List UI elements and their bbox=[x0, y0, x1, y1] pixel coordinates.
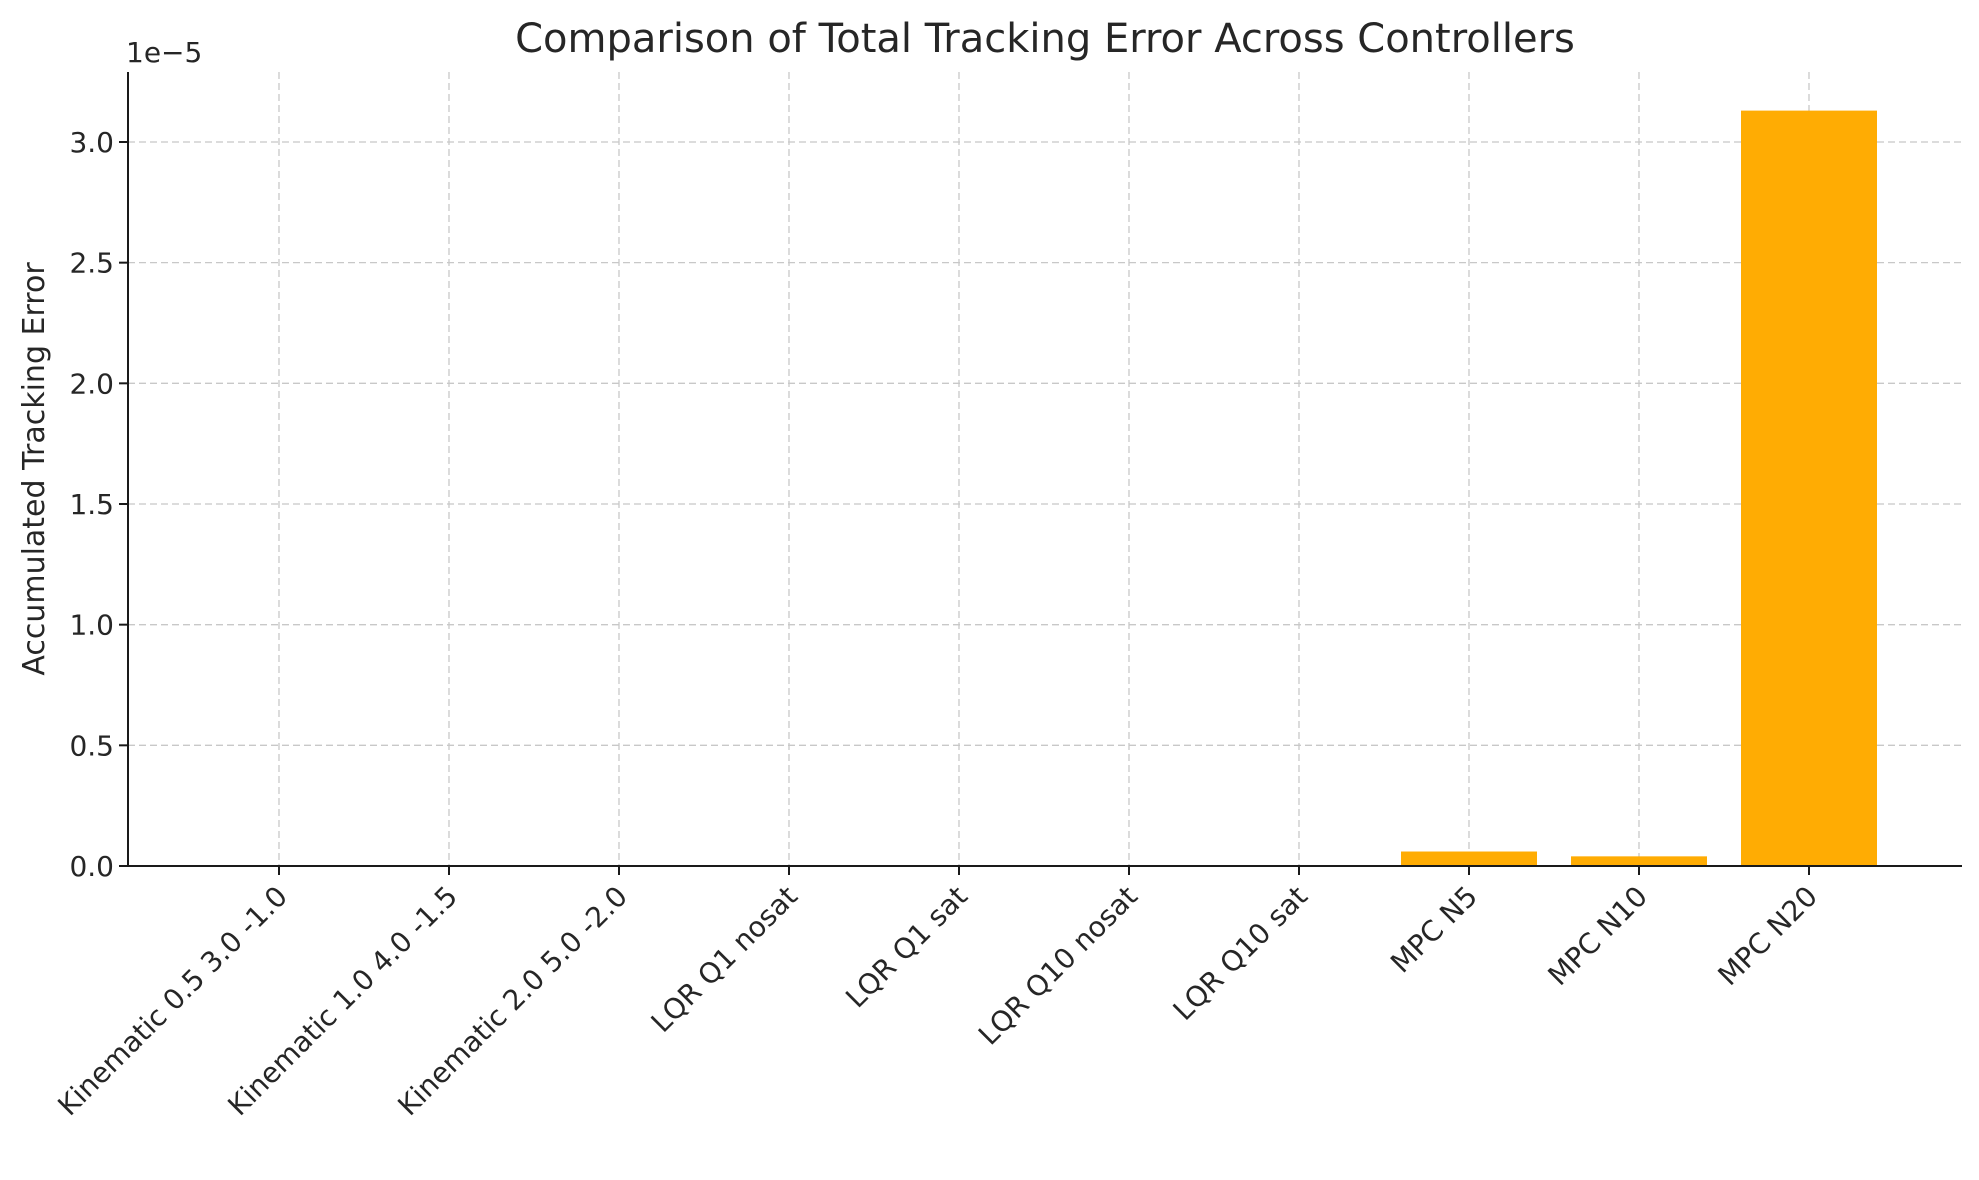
bar-layer bbox=[1401, 110, 1877, 866]
y-tick-label: 0.0 bbox=[69, 850, 114, 883]
y-offset-label: 1e−5 bbox=[126, 36, 202, 69]
axes-layer bbox=[127, 72, 1962, 867]
x-tick-label: MPC N20 bbox=[1711, 880, 1823, 992]
y-axis-label: Accumulated Tracking Error bbox=[17, 262, 52, 676]
y-tick-label: 1.0 bbox=[69, 609, 114, 642]
x-tick-label: LQR Q1 sat bbox=[839, 880, 974, 1015]
y-tick-label: 0.5 bbox=[69, 729, 114, 762]
y-tick-label: 2.0 bbox=[69, 367, 114, 400]
x-tick-label: LQR Q1 nosat bbox=[645, 880, 804, 1039]
x-tick-label: LQR Q10 sat bbox=[1167, 880, 1314, 1027]
y-tick-label: 2.5 bbox=[69, 247, 114, 280]
y-tick-label: 3.0 bbox=[69, 126, 114, 159]
grid-layer bbox=[128, 72, 1962, 866]
chart-title: Comparison of Total Tracking Error Acros… bbox=[515, 16, 1575, 62]
y-tick-layer: 0.0 0.5 1.0 1.5 2.0 2.5 3.0 bbox=[69, 126, 128, 883]
bar bbox=[1571, 856, 1707, 866]
x-tick-label: MPC N10 bbox=[1541, 880, 1653, 992]
bar bbox=[1741, 110, 1877, 866]
bar bbox=[1401, 851, 1537, 866]
x-tick-label: MPC N5 bbox=[1384, 880, 1484, 980]
y-tick-label: 1.5 bbox=[69, 488, 114, 521]
x-tick-label: LQR Q10 nosat bbox=[972, 880, 1144, 1052]
